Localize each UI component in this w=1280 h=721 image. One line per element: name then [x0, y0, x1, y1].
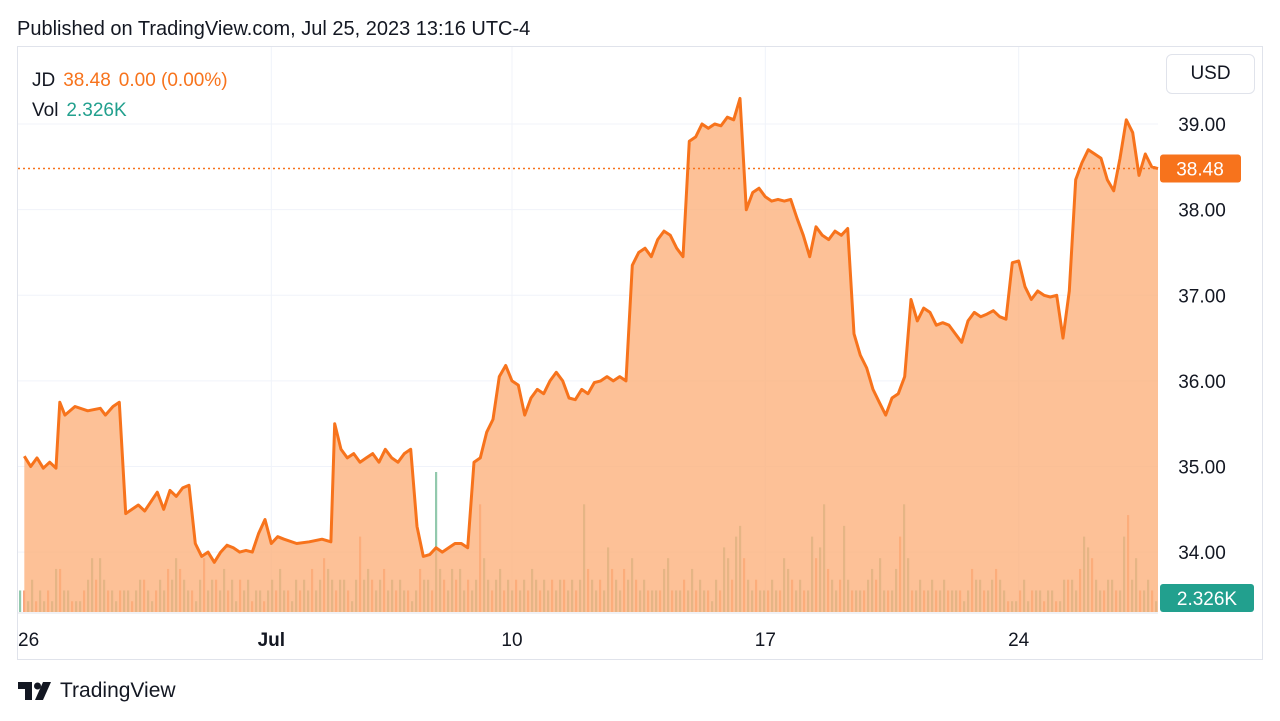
last-price-badge-label: 38.48 — [1176, 160, 1224, 181]
price-tick-label: 37.00 — [1178, 286, 1226, 307]
time-tick-label: Jul — [258, 630, 285, 651]
volume-badge-label: 2.326K — [1177, 589, 1238, 610]
price-area-fill — [24, 98, 1158, 612]
last-price-badge — [1160, 154, 1241, 183]
time-tick-label: 26 — [18, 630, 39, 651]
time-tick-label: 17 — [755, 630, 776, 651]
time-tick-label: 10 — [501, 630, 522, 651]
published-header: Published on TradingView.com, Jul 25, 20… — [17, 18, 531, 40]
symbol-name[interactable]: JD — [32, 70, 56, 91]
price-tick-label: 39.00 — [1178, 115, 1226, 136]
volume-label[interactable]: Vol — [32, 100, 59, 121]
volume-bar — [19, 590, 22, 612]
price-tick-label: 36.00 — [1178, 372, 1226, 393]
price-tick-label: 38.00 — [1178, 201, 1226, 222]
chart-frame — [17, 46, 1263, 660]
volume-bar — [435, 472, 438, 612]
brand-name: TradingView — [60, 679, 176, 702]
time-axis[interactable]: 26 Jul 10 17 24 — [18, 612, 1158, 651]
price-tick-label: 35.00 — [1178, 457, 1226, 478]
volume-badge — [1160, 584, 1254, 612]
price-tick-label: 34.00 — [1178, 543, 1226, 564]
price-line[interactable] — [23, 96, 1159, 564]
symbol-legend: JD 38.48 0.00 (0.00%) Vol 2.326K — [32, 66, 228, 126]
price-axis[interactable]: 39.00 38.00 37.00 36.00 35.00 34.00 38.48 2.326… — [1160, 115, 1254, 612]
volume-bar — [23, 590, 26, 612]
tradingview-brand[interactable]: TradingView — [18, 679, 176, 703]
time-tick-label: 24 — [1008, 630, 1030, 651]
currency-button[interactable]: USD — [1166, 54, 1255, 94]
tradingview-logo-icon — [18, 682, 51, 700]
volume-value: 2.326K — [66, 100, 127, 121]
last-price: 38.48 — [63, 70, 111, 91]
price-area — [18, 96, 1159, 612]
price-change: 0.00 (0.00%) — [118, 70, 228, 91]
